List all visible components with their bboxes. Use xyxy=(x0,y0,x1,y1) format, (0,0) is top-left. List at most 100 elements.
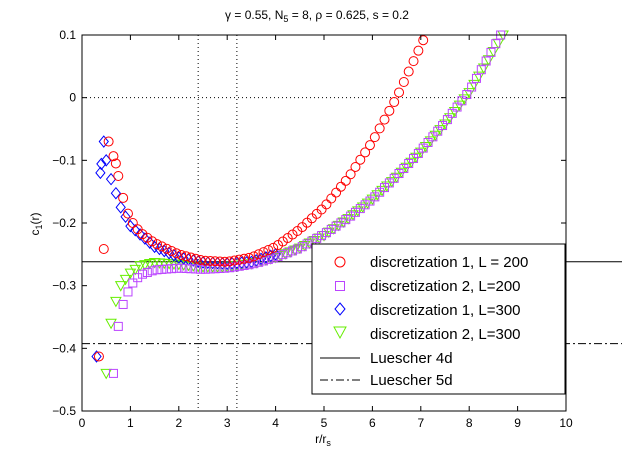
legend-label-disc1-L300: discretization 1, L=300 xyxy=(370,302,521,319)
data-point-series-1 xyxy=(157,264,167,274)
data-point-series-1 xyxy=(384,178,394,188)
data-point-series-1 xyxy=(142,268,152,278)
data-point-series-3 xyxy=(124,268,137,280)
data-point-series-2 xyxy=(134,228,146,241)
data-point-series-0 xyxy=(253,249,264,260)
data-point-series-1 xyxy=(215,263,225,273)
data-point-series-0 xyxy=(345,169,356,180)
legend-label-disc2-L300: discretization 2, L=300 xyxy=(370,326,521,343)
data-point-series-1 xyxy=(326,224,336,234)
title-subscript: 5 xyxy=(283,14,288,24)
data-point-series-3 xyxy=(366,194,379,206)
y-tick-label: −0.5 xyxy=(52,404,76,418)
legend-item-disc1-L300: discretization 1, L=300 xyxy=(334,302,521,319)
data-point-series-1 xyxy=(428,132,438,142)
data-point-series-0 xyxy=(205,255,216,266)
data-point-series-1 xyxy=(181,263,191,273)
y-tick-label: −0.2 xyxy=(52,216,76,230)
legend-triangle-marker xyxy=(333,326,347,340)
data-point-series-1 xyxy=(152,265,162,275)
data-point-series-1 xyxy=(220,263,230,273)
data-point-series-0 xyxy=(350,161,361,172)
data-point-series-0 xyxy=(210,256,221,267)
data-point-series-1 xyxy=(452,102,462,112)
data-point-series-0 xyxy=(403,66,414,77)
data-point-series-1 xyxy=(133,273,143,283)
data-point-series-3 xyxy=(473,71,485,83)
data-point-series-1 xyxy=(113,321,123,331)
data-point-series-0 xyxy=(98,244,109,255)
data-point-series-0 xyxy=(268,242,279,253)
data-point-series-1 xyxy=(471,73,481,83)
data-point-series-3 xyxy=(477,63,490,74)
data-point-series-0 xyxy=(181,251,192,262)
y-axis-label-subscript: 1 xyxy=(34,224,44,229)
x-axis-label: r/rs xyxy=(315,432,331,448)
data-point-series-0 xyxy=(239,253,250,264)
data-point-series-0 xyxy=(214,256,225,267)
data-point-series-3 xyxy=(114,281,127,292)
data-point-series-3 xyxy=(356,202,369,213)
x-tick-label: 1 xyxy=(127,416,134,430)
data-point-series-2 xyxy=(130,223,141,237)
x-axis-label-subscript: s xyxy=(326,438,331,448)
data-point-series-1 xyxy=(380,183,389,193)
data-point-series-0 xyxy=(384,105,395,116)
data-point-series-1 xyxy=(399,163,409,173)
data-point-series-1 xyxy=(108,368,118,378)
data-point-series-0 xyxy=(176,249,187,260)
legend-label-luescher-5d: Luescher 5d xyxy=(370,372,453,389)
data-point-series-0 xyxy=(374,123,385,134)
data-point-series-0 xyxy=(263,245,274,256)
data-point-series-0 xyxy=(161,243,172,254)
data-point-series-1 xyxy=(196,264,206,274)
legend-item-disc2-L300: discretization 2, L=300 xyxy=(333,326,521,343)
data-point-series-1 xyxy=(297,242,307,252)
y-tick-label: −0.1 xyxy=(52,153,76,167)
data-point-series-0 xyxy=(152,239,163,250)
legend-circle-marker xyxy=(334,256,346,268)
x-tick-label: 2 xyxy=(175,416,182,430)
data-point-series-1 xyxy=(171,263,181,273)
x-tick-label: 8 xyxy=(466,416,473,430)
data-point-series-0 xyxy=(379,114,390,125)
data-point-series-3 xyxy=(429,130,442,142)
data-markers xyxy=(91,30,509,380)
data-point-series-1 xyxy=(273,252,283,262)
y-tick-label: 0 xyxy=(69,91,76,105)
data-point-series-3 xyxy=(129,264,142,276)
data-point-series-1 xyxy=(229,262,239,272)
data-point-series-1 xyxy=(278,250,288,260)
data-point-series-3 xyxy=(342,214,355,225)
data-point-series-1 xyxy=(167,264,177,274)
data-point-series-1 xyxy=(186,264,196,274)
data-point-series-3 xyxy=(327,224,340,235)
data-point-series-0 xyxy=(331,187,342,198)
data-point-series-3 xyxy=(322,227,335,239)
data-point-series-3 xyxy=(439,119,451,131)
y-axis-label: c1(r) xyxy=(28,212,44,235)
data-point-series-3 xyxy=(332,220,345,232)
data-point-series-3 xyxy=(361,198,374,210)
data-point-series-0 xyxy=(147,236,158,247)
legend-item-luescher-5d: Luescher 5d xyxy=(320,372,453,389)
data-point-series-1 xyxy=(375,187,385,197)
y-tick-label: −0.3 xyxy=(52,279,76,293)
data-point-series-0 xyxy=(122,208,133,219)
data-point-series-1 xyxy=(191,264,201,274)
data-point-series-0 xyxy=(321,199,332,210)
y-tick-label: −0.4 xyxy=(52,341,76,355)
data-point-series-3 xyxy=(482,55,495,66)
data-point-series-3 xyxy=(424,136,437,147)
data-point-series-3 xyxy=(284,247,296,258)
data-point-series-1 xyxy=(491,39,501,49)
data-point-series-0 xyxy=(200,255,211,266)
data-point-series-1 xyxy=(481,56,491,66)
data-point-series-1 xyxy=(457,96,467,106)
data-point-series-1 xyxy=(312,233,322,243)
data-point-series-0 xyxy=(408,56,419,67)
data-point-series-3 xyxy=(376,185,388,197)
data-point-series-0 xyxy=(326,193,337,204)
data-point-series-3 xyxy=(289,245,301,256)
